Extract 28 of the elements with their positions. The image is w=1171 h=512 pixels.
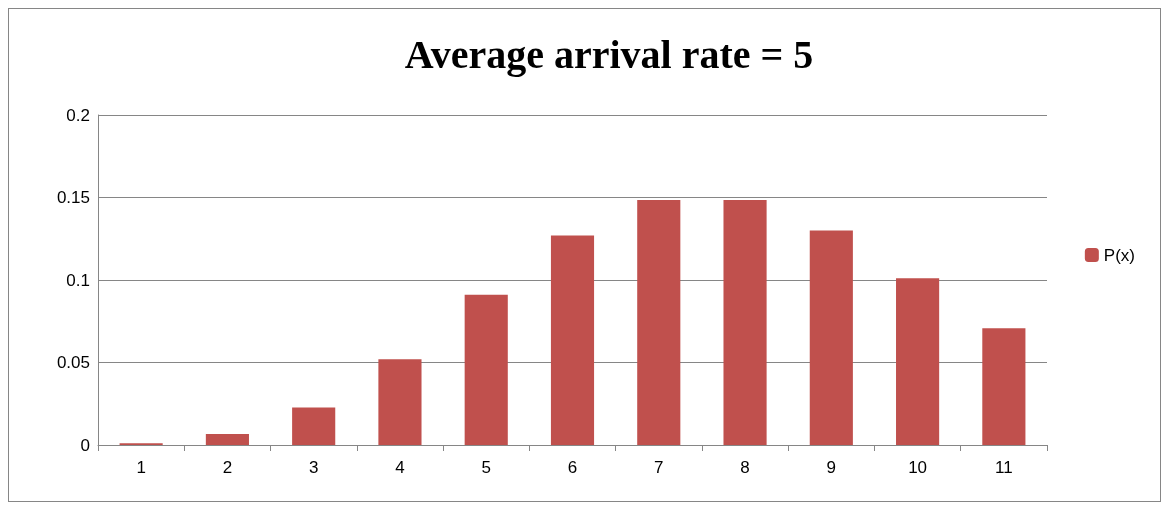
x-tick-label: 6 bbox=[567, 458, 578, 477]
y-tick-label: 0.2 bbox=[66, 105, 90, 125]
x-tick-label: 4 bbox=[395, 458, 405, 477]
y-tick-label: 0 bbox=[80, 435, 90, 455]
x-tick-label: 11 bbox=[995, 458, 1013, 477]
x-tick-label: 2 bbox=[222, 458, 233, 477]
x-tick-label: 10 bbox=[908, 458, 928, 477]
x-tick-label: 1 bbox=[136, 458, 146, 477]
bar bbox=[723, 199, 767, 445]
x-tick-label: 8 bbox=[740, 458, 750, 477]
bar bbox=[550, 235, 595, 445]
y-tick-label: 0.1 bbox=[66, 270, 90, 290]
bar bbox=[809, 230, 853, 445]
x-tick-label: 9 bbox=[826, 458, 837, 477]
bar bbox=[378, 359, 422, 445]
y-tick-label: 0.05 bbox=[56, 353, 90, 372]
bar bbox=[205, 434, 249, 445]
bar bbox=[637, 199, 681, 445]
bar bbox=[464, 294, 508, 445]
x-tick-label: 7 bbox=[654, 458, 664, 477]
y-tick-label: 0.15 bbox=[56, 188, 90, 207]
bar bbox=[896, 278, 940, 445]
legend-label: P(x) bbox=[1103, 245, 1136, 265]
x-tick-label: 5 bbox=[481, 458, 491, 477]
chart-title: Average arrival rate = 5 bbox=[404, 31, 814, 77]
bar bbox=[982, 328, 1026, 445]
bar bbox=[292, 407, 336, 445]
x-tick-label: 3 bbox=[308, 458, 319, 477]
